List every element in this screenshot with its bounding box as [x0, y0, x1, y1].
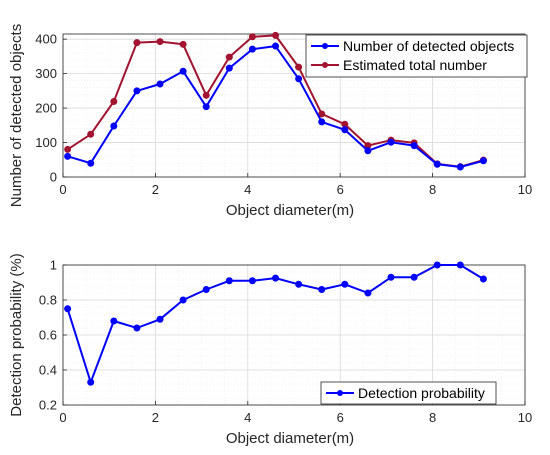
- legend-marker: [337, 390, 343, 396]
- data-point: [64, 152, 72, 160]
- x-axis-label: Object diameter(m): [226, 202, 354, 219]
- data-point: [479, 157, 487, 165]
- data-point: [133, 39, 141, 47]
- data-point: [318, 110, 326, 118]
- data-point: [110, 317, 118, 325]
- y-tick-label: 0.4: [39, 363, 57, 378]
- x-tick-label: 8: [429, 410, 436, 425]
- legend-marker: [322, 62, 328, 68]
- data-point: [110, 122, 118, 130]
- x-tick-label: 0: [59, 410, 66, 425]
- x-tick-label: 2: [152, 182, 159, 197]
- x-tick-label: 6: [337, 182, 344, 197]
- data-point: [156, 315, 164, 323]
- y-tick-label: 100: [35, 135, 57, 150]
- data-point: [479, 275, 487, 283]
- data-point: [318, 118, 326, 126]
- y-tick-label: 0.6: [39, 328, 57, 343]
- data-point: [272, 274, 280, 282]
- y-tick-label: 300: [35, 66, 57, 81]
- chart-2: 0 2 4 6 8 10 0.2 0.4 0.6 0.8 1 Object diameter(m) De…: [8, 253, 532, 447]
- data-point: [225, 64, 233, 72]
- data-point: [410, 142, 418, 150]
- data-point: [456, 163, 464, 171]
- data-point: [387, 273, 395, 281]
- data-point: [364, 289, 372, 297]
- y-axis-label: Detection probability (%): [8, 253, 25, 416]
- data-point: [87, 159, 95, 167]
- y-tick-label: 0.2: [39, 398, 57, 413]
- data-point: [295, 75, 303, 83]
- data-point: [364, 147, 372, 155]
- x-tick-label: 8: [429, 182, 436, 197]
- data-point: [202, 286, 210, 293]
- x-tick-label: 6: [337, 410, 344, 425]
- data-point: [433, 261, 441, 269]
- data-point: [179, 67, 187, 75]
- legend: Number of detected objects Estimated tota…: [305, 34, 528, 78]
- data-point: [179, 296, 187, 304]
- y-tick-label: 0: [50, 170, 57, 185]
- y-tick-label: 1: [50, 258, 57, 273]
- data-point: [318, 286, 326, 293]
- data-point: [248, 45, 256, 53]
- data-point: [248, 277, 256, 285]
- data-point: [202, 103, 210, 111]
- data-point: [341, 126, 349, 134]
- data-point: [110, 98, 118, 106]
- data-point: [410, 273, 418, 281]
- y-tick-label: 200: [35, 101, 57, 116]
- data-point: [225, 53, 233, 61]
- legend-box: [320, 381, 497, 405]
- data-point: [133, 87, 141, 95]
- data-point: [248, 33, 256, 41]
- data-point: [179, 40, 187, 48]
- data-point: [295, 280, 303, 288]
- data-point: [272, 42, 280, 50]
- data-point: [341, 280, 349, 288]
- data-point: [456, 261, 464, 269]
- legend: Detection probability: [320, 381, 497, 405]
- x-tick-label: 4: [244, 182, 251, 197]
- legend-label: Number of detected objects: [343, 38, 514, 54]
- legend-label: Estimated total number: [343, 57, 487, 73]
- x-axis-label: Object diameter(m): [226, 430, 354, 447]
- data-point: [202, 91, 210, 99]
- data-point: [433, 160, 441, 168]
- axes-box: [62, 33, 526, 178]
- y-axis-label: Number of detected objects: [8, 24, 25, 207]
- data-point: [133, 324, 141, 332]
- x-tick-label: 4: [244, 410, 251, 425]
- y-tick-label: 400: [35, 32, 57, 47]
- x-tick-label: 10: [518, 182, 532, 197]
- legend-marker: [322, 43, 328, 49]
- data-point: [64, 145, 72, 153]
- data-point: [64, 305, 72, 313]
- data-point: [225, 277, 233, 285]
- x-tick-label: 2: [152, 410, 159, 425]
- data-point: [295, 63, 303, 71]
- legend-box: [305, 34, 528, 78]
- x-tick-label: 0: [59, 182, 66, 197]
- data-point: [87, 130, 95, 138]
- legend-label: Detection probability: [358, 385, 485, 401]
- x-tick-label: 10: [518, 410, 532, 425]
- data-point: [87, 378, 95, 386]
- data-point: [156, 80, 164, 88]
- data-point: [387, 138, 395, 146]
- y-tick-label: 0.8: [39, 293, 57, 308]
- data-point: [272, 31, 280, 39]
- data-point: [156, 38, 164, 46]
